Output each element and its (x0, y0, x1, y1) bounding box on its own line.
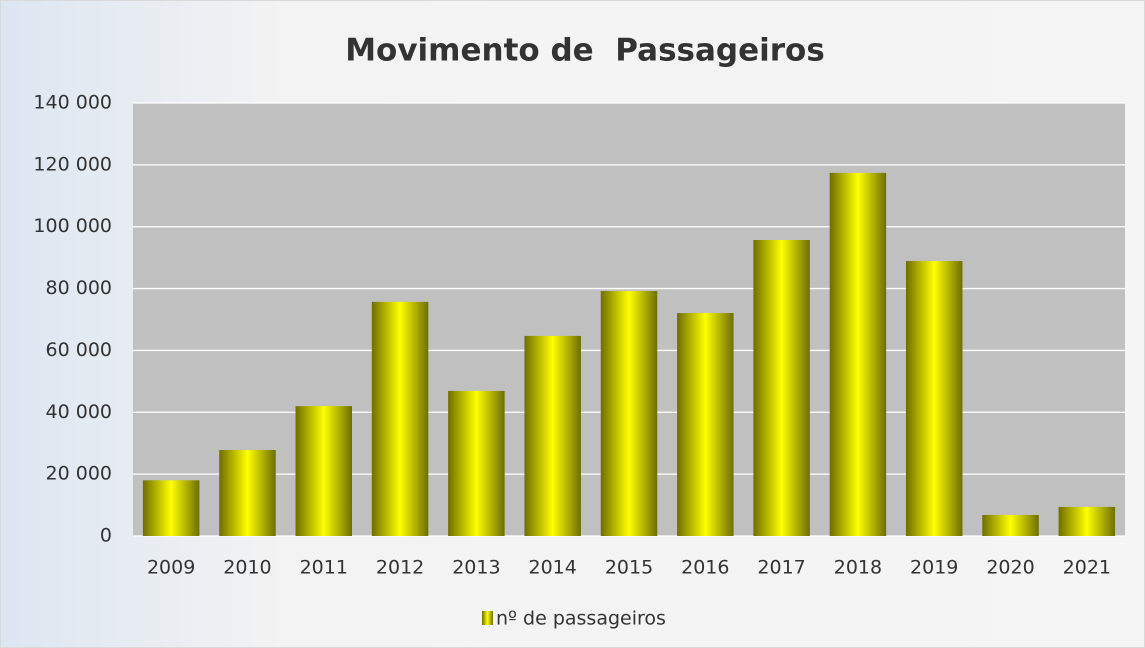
x-tick-label: 2010 (223, 557, 271, 579)
x-tick-label: 2014 (529, 557, 577, 579)
y-tick-label: 120 000 (33, 153, 112, 175)
bar (600, 291, 658, 536)
x-tick-label: 2015 (605, 557, 653, 579)
x-tick-label: 2017 (757, 557, 805, 579)
x-tick-label: 2009 (147, 557, 195, 579)
bar (982, 514, 1039, 536)
y-tick-label: 80 000 (46, 277, 112, 299)
bar (371, 301, 429, 536)
bar (905, 261, 963, 536)
x-tick-label: 2016 (681, 557, 729, 579)
bar (1058, 506, 1116, 536)
bar (753, 240, 810, 537)
bar (219, 450, 276, 536)
legend-label: nº de passageiros (496, 608, 666, 630)
y-tick-label: 20 000 (46, 463, 112, 485)
bar (142, 480, 200, 536)
x-tick-label: 2012 (376, 557, 424, 579)
x-tick-label: 2013 (452, 557, 500, 579)
chart-title: Movimento de Passageiros (345, 33, 825, 69)
bar (448, 390, 505, 536)
bar (677, 313, 734, 536)
x-tick-label: 2011 (300, 557, 348, 579)
y-tick-label: 40 000 (46, 401, 112, 423)
x-tick-label: 2018 (834, 557, 882, 579)
y-tick-label: 140 000 (33, 92, 112, 114)
y-tick-label: 0 (100, 525, 112, 547)
bar (295, 406, 353, 536)
legend-marker (482, 611, 493, 625)
x-tick-label: 2019 (910, 557, 958, 579)
bar (524, 335, 581, 536)
bar (829, 172, 887, 537)
x-tick-label: 2020 (986, 557, 1034, 579)
y-tick-label: 60 000 (46, 339, 112, 361)
y-tick-label: 100 000 (33, 215, 112, 237)
x-tick-label: 2021 (1063, 557, 1111, 579)
